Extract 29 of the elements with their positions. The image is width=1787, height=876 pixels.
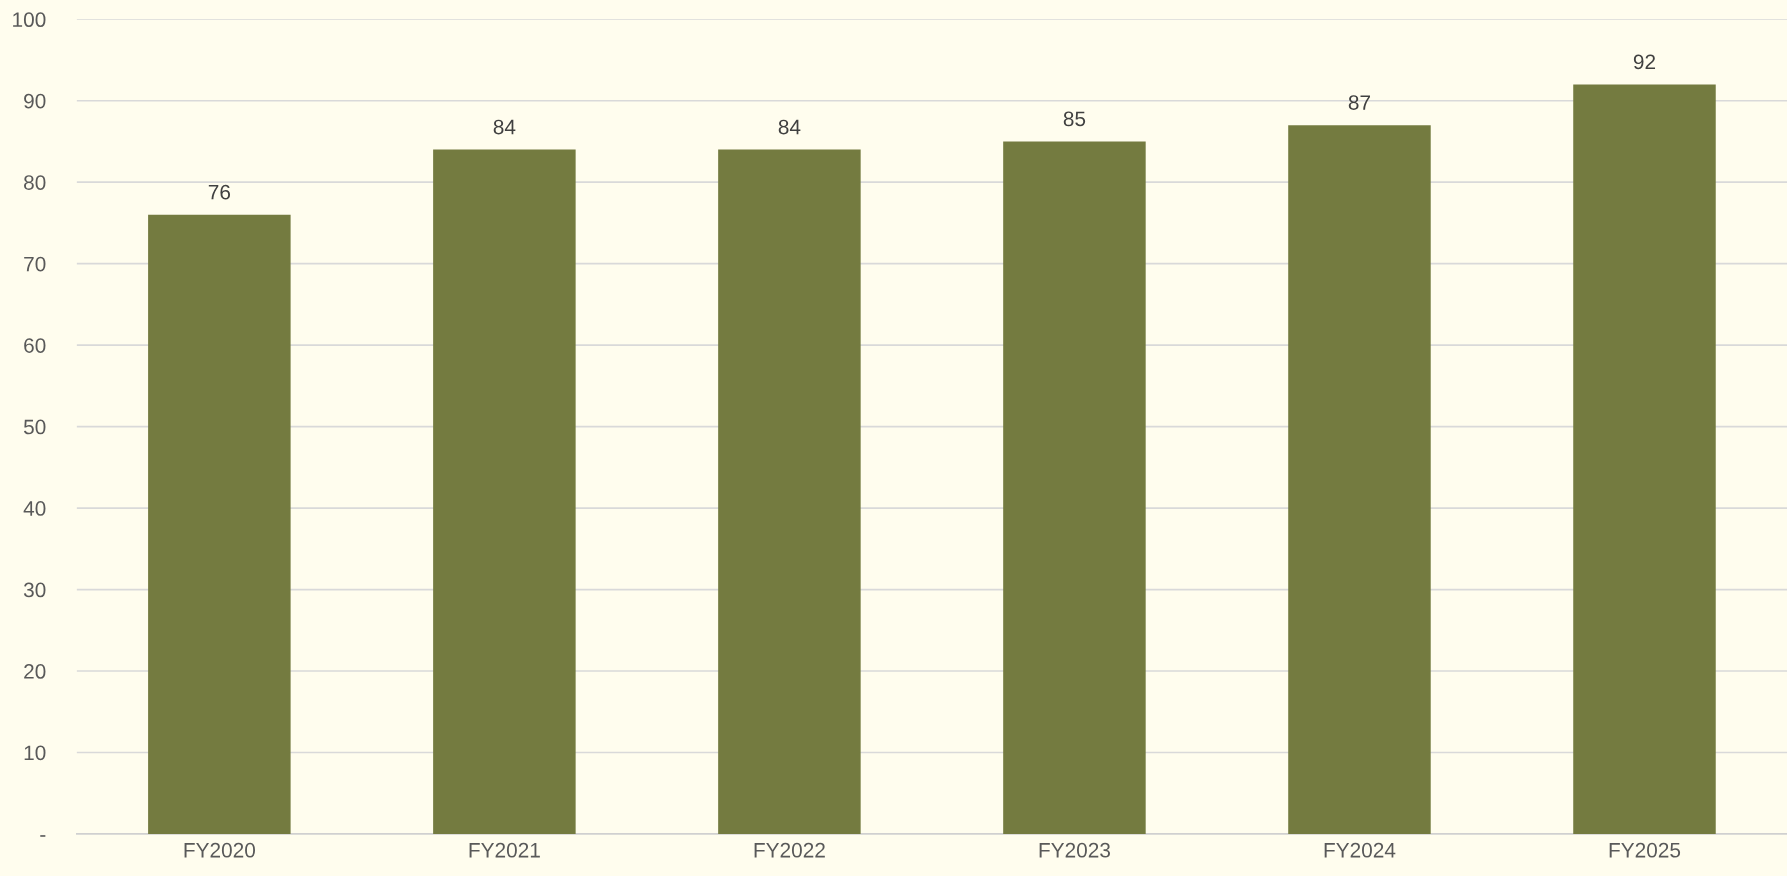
x-tick-label: FY2020	[184, 842, 256, 858]
bar	[1573, 84, 1716, 834]
x-tick-label: FY2023	[1039, 842, 1110, 858]
x-tick-label: FY2024	[1324, 842, 1396, 858]
bar	[718, 149, 861, 834]
data-label: 84	[778, 119, 801, 135]
bar	[1003, 141, 1146, 834]
y-tick-label: 100	[13, 12, 46, 28]
y-tick-label: 70	[24, 256, 46, 272]
y-tick-label: 80	[24, 175, 46, 190]
data-label: 84	[493, 119, 516, 135]
y-tick-label: 10	[24, 745, 46, 761]
data-label: 76	[208, 184, 231, 200]
y-tick-label: 30	[23, 582, 46, 598]
data-label: 85	[1063, 111, 1086, 127]
x-tick-label: FY2025	[1609, 842, 1681, 858]
data-label: 87	[1348, 95, 1370, 110]
data-label: 92	[1633, 54, 1656, 70]
x-tick-label: FY2022	[754, 842, 825, 858]
x-tick-label: FY2021	[469, 842, 540, 858]
y-tick-label: 20	[24, 664, 46, 679]
y-tick-label: 90	[24, 93, 46, 109]
bar	[433, 149, 576, 834]
bar	[148, 214, 291, 834]
bar	[1288, 125, 1431, 834]
y-tick-label: -	[40, 835, 46, 837]
y-tick-label: 40	[23, 501, 46, 516]
y-tick-label: 50	[23, 419, 46, 435]
y-tick-label: 60	[24, 338, 46, 353]
